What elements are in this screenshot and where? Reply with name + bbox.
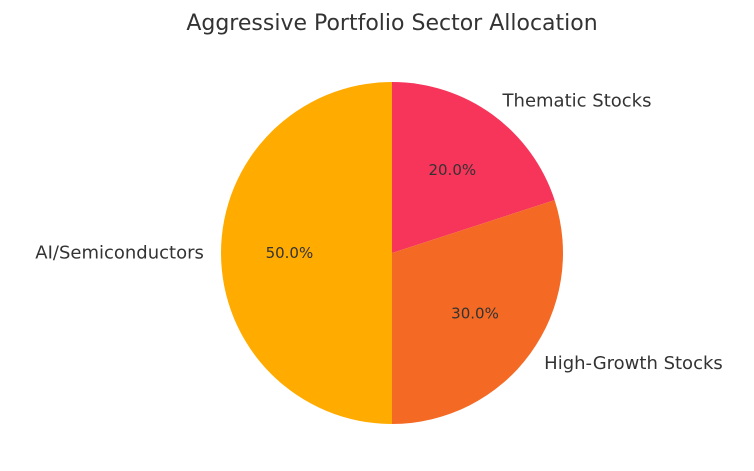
pie-slice-high-growth-stocks [392, 200, 563, 424]
slice-label-high-growth-stocks: High-Growth Stocks [544, 353, 723, 374]
pct-label-thematic-stocks: 20.0% [428, 161, 476, 179]
slice-label-thematic-stocks: Thematic Stocks [502, 90, 652, 111]
pie-slice-thematic-stocks [392, 82, 555, 253]
slice-label-ai-semiconductors: AI/Semiconductors [35, 243, 204, 264]
chart-title: Aggressive Portfolio Sector Allocation [186, 11, 597, 36]
pie-slices [221, 82, 563, 424]
pie-slice-ai-semiconductors [221, 82, 392, 424]
pct-label-high-growth-stocks: 30.0% [451, 304, 499, 322]
pie-labels: 20.0% Thematic Stocks 30.0% High-Growth Sto… [35, 90, 722, 374]
pct-label-ai-semiconductors: 50.0% [266, 244, 314, 262]
